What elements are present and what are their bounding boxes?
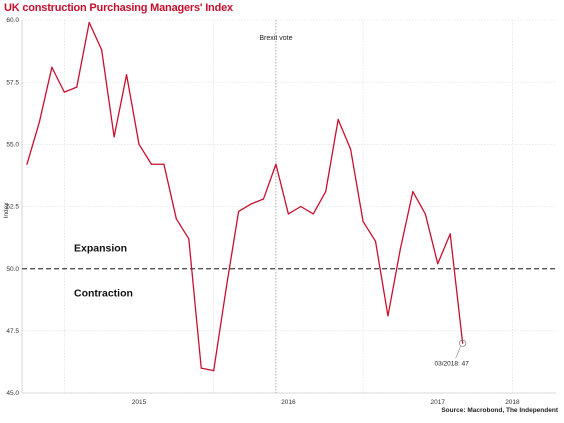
data-point bbox=[275, 163, 277, 165]
data-point bbox=[113, 136, 115, 138]
series-layer bbox=[26, 21, 464, 372]
data-point bbox=[287, 213, 289, 215]
data-point bbox=[200, 367, 202, 369]
data-point bbox=[337, 118, 339, 121]
contraction-label: Contraction bbox=[74, 288, 133, 300]
highlight-label: 03/2018: 47 bbox=[434, 360, 469, 367]
data-point bbox=[163, 163, 165, 165]
y-tick-label: 57.5 bbox=[6, 79, 19, 86]
data-point bbox=[325, 190, 327, 193]
data-point bbox=[175, 218, 177, 220]
data-point bbox=[424, 213, 426, 215]
reference-layer: Expansion Contraction Brexit vote bbox=[22, 20, 556, 393]
expansion-label: Expansion bbox=[74, 243, 127, 255]
data-point bbox=[437, 263, 439, 265]
data-point bbox=[449, 233, 451, 235]
data-point bbox=[213, 370, 215, 372]
y-tick-label: 52.5 bbox=[6, 204, 19, 211]
y-tick-label: 55.0 bbox=[6, 142, 19, 149]
data-point bbox=[51, 66, 53, 68]
data-point bbox=[76, 86, 78, 88]
x-axis: 2015 2016 2017 2018 bbox=[132, 399, 520, 406]
data-point bbox=[350, 148, 352, 150]
data-point bbox=[300, 205, 302, 208]
chart-title: UK construction Purchasing Managers' Ind… bbox=[4, 2, 233, 14]
y-tick-label: 50.0 bbox=[6, 266, 19, 273]
x-tick-label: 2017 bbox=[431, 399, 446, 406]
y-axis: 45.0 47.5 50.0 52.5 55.0 57.5 60.0 Index bbox=[3, 17, 19, 397]
data-point bbox=[150, 163, 153, 165]
data-point bbox=[462, 342, 464, 344]
data-point bbox=[312, 213, 314, 215]
data-point bbox=[38, 121, 41, 123]
series-line bbox=[26, 21, 464, 372]
data-point bbox=[63, 91, 65, 93]
chart-source: Source: Macrobond, The Independent bbox=[441, 407, 558, 414]
data-point bbox=[262, 198, 265, 200]
y-tick-label: 47.5 bbox=[6, 328, 19, 335]
data-point bbox=[88, 21, 90, 24]
data-point bbox=[374, 240, 377, 242]
data-point bbox=[101, 49, 103, 51]
data-point bbox=[188, 238, 190, 240]
data-point bbox=[26, 163, 28, 165]
data-point bbox=[362, 220, 364, 223]
x-tick-label: 2015 bbox=[132, 399, 147, 406]
grid-layer bbox=[21, 19, 556, 394]
brexit-vote-label: Brexit vote bbox=[259, 35, 292, 42]
data-point bbox=[237, 210, 240, 213]
y-axis-title: Index bbox=[3, 202, 10, 219]
data-point bbox=[387, 315, 389, 317]
data-point bbox=[138, 143, 140, 145]
highlight-leader bbox=[455, 346, 461, 359]
data-point bbox=[399, 248, 402, 250]
data-point bbox=[125, 74, 128, 76]
highlight-marker bbox=[459, 339, 467, 347]
x-tick-label: 2016 bbox=[281, 399, 296, 406]
x-tick-label: 2018 bbox=[505, 399, 520, 406]
y-tick-label: 45.0 bbox=[6, 390, 19, 397]
data-point bbox=[225, 287, 227, 290]
data-point bbox=[250, 203, 252, 205]
annotation-layer: 03/2018: 47 bbox=[434, 339, 469, 367]
data-point bbox=[412, 190, 414, 193]
y-tick-label: 60.0 bbox=[6, 17, 19, 24]
